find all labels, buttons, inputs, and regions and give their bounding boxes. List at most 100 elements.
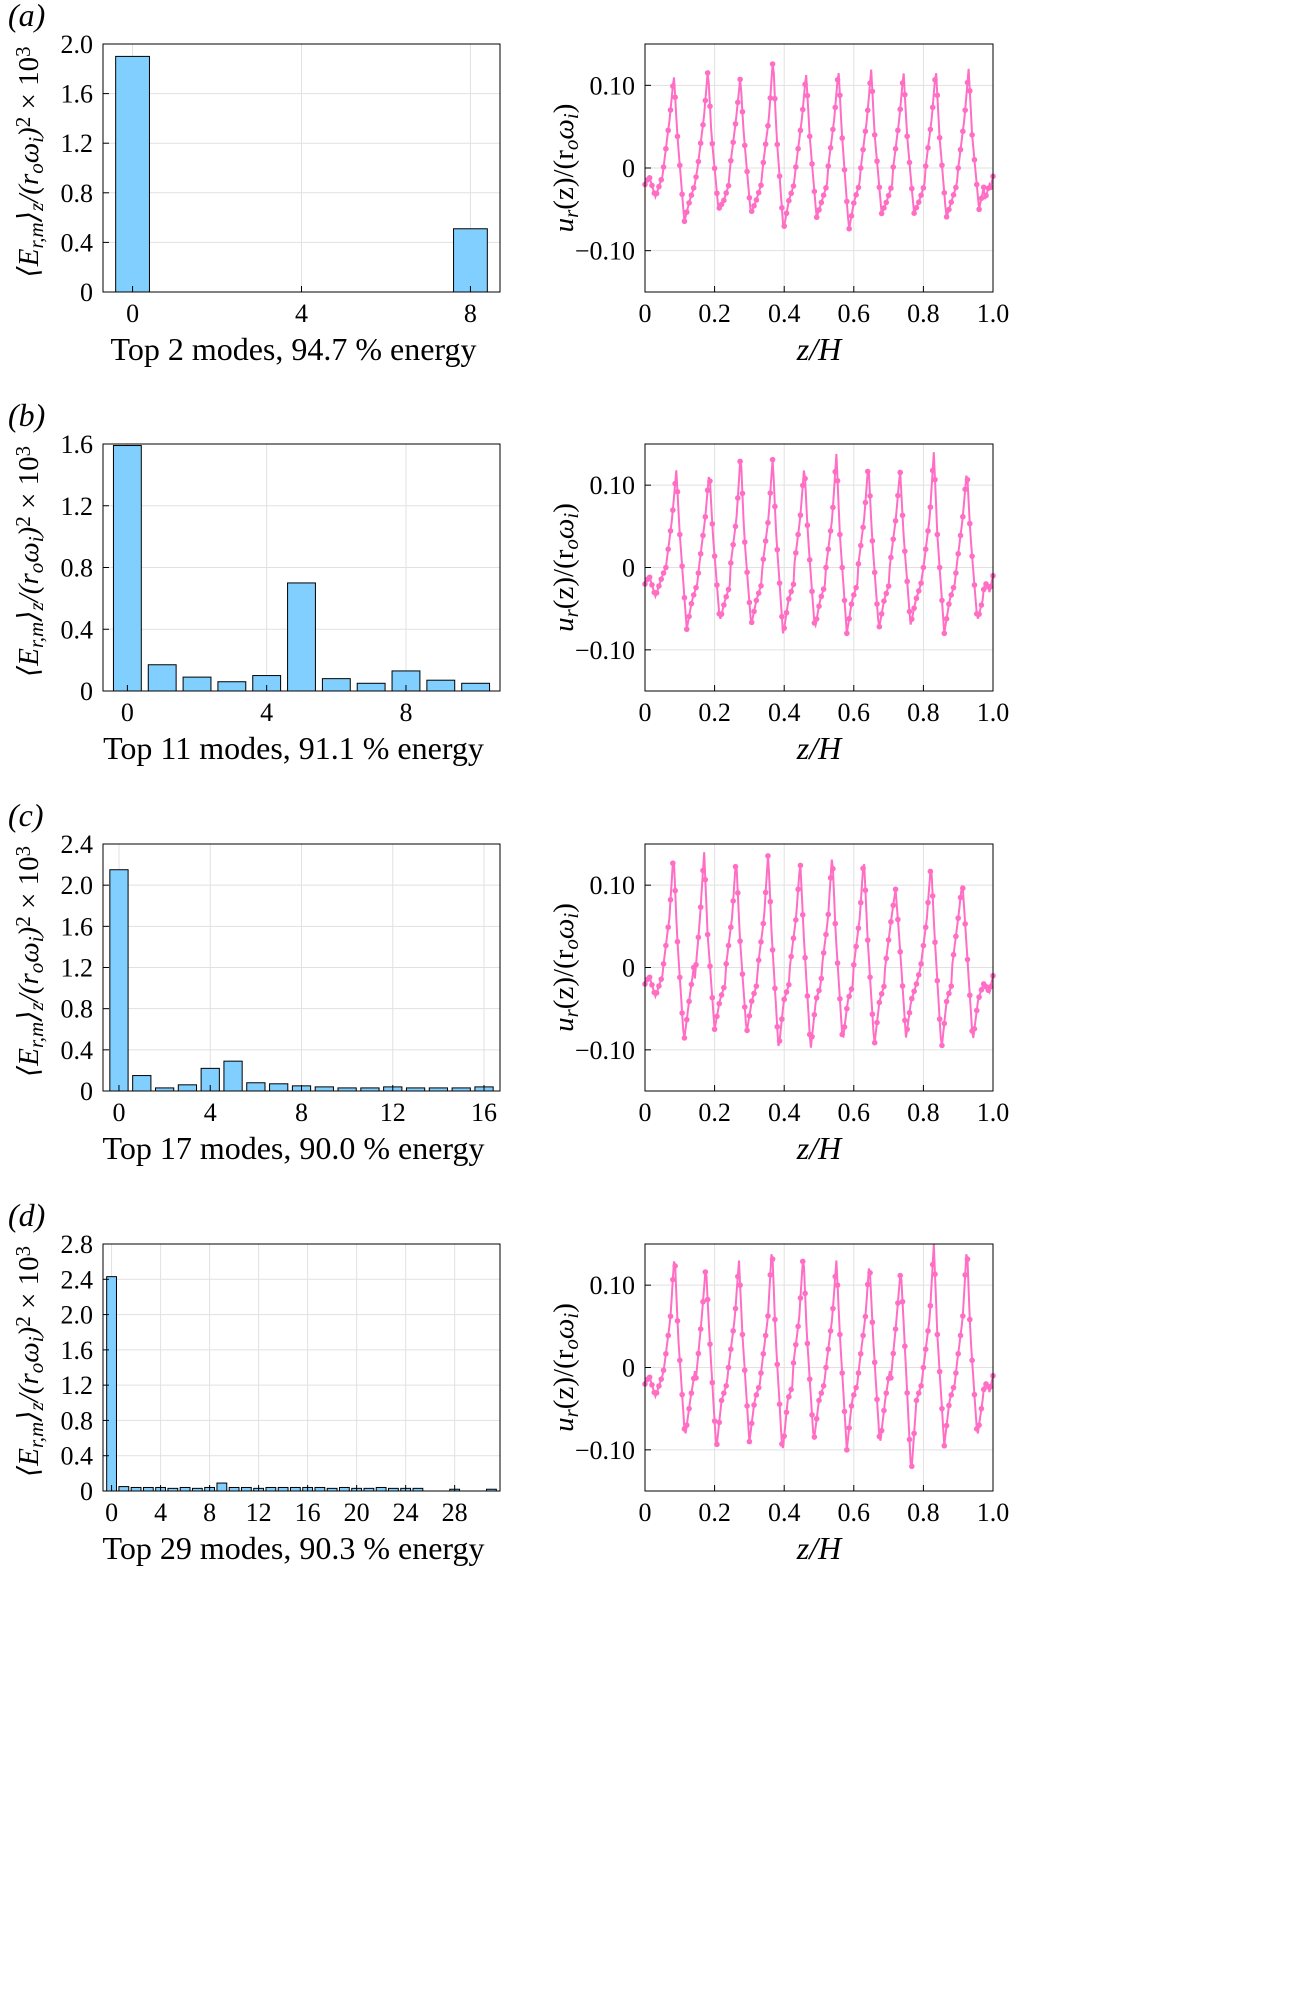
bar-chart <box>102 1243 501 1492</box>
series-line <box>644 452 994 634</box>
x-axis-label: Top 17 modes, 90.0 % energy <box>103 1130 485 1166</box>
x-tick-label: 0 <box>639 1098 652 1127</box>
x-axis-label: Top 11 modes, 91.1 % energy <box>103 730 484 766</box>
x-tick-label: 8 <box>295 1098 308 1127</box>
bar-mode-9 <box>216 1482 228 1492</box>
y-tick-label: 1.6 <box>61 912 94 941</box>
y-tick-label: 2.0 <box>61 871 94 900</box>
series-line <box>644 852 994 1048</box>
y-tick-label: 2.4 <box>61 1265 94 1294</box>
x-tick-label: 0.2 <box>698 1498 731 1527</box>
bar-mode-0 <box>106 1276 117 1492</box>
bar-mode-1 <box>132 1075 152 1092</box>
x-axis-label: Top 29 modes, 90.3 % energy <box>103 1530 485 1566</box>
y-tick-label: 0.4 <box>61 615 94 644</box>
bar-mode-6 <box>246 1082 266 1092</box>
bar-mode-19 <box>338 1486 350 1492</box>
y-tick-label: 0.10 <box>590 1271 636 1300</box>
bar-mode-13 <box>265 1486 277 1492</box>
y-axis-label: ⟨Er,m⟩z/(roωi)2 × 103 <box>11 846 49 1077</box>
bar-mode-11 <box>240 1486 252 1492</box>
x-tick-label: 0.4 <box>768 299 801 328</box>
y-tick-label: 1.6 <box>61 1336 94 1365</box>
panel-label: (a) <box>8 0 45 33</box>
y-tick-label: 0.8 <box>61 995 94 1024</box>
x-tick-label: 28 <box>442 1498 468 1527</box>
y-axis-label: ur(z)/(roωi) <box>548 903 583 1032</box>
bar-mode-5 <box>223 1060 243 1092</box>
data-points <box>642 61 996 232</box>
x-tick-label: 0 <box>126 299 139 328</box>
x-tick-label: 16 <box>471 1098 497 1127</box>
y-tick-label: −0.10 <box>575 636 635 665</box>
data-points <box>642 853 996 1049</box>
x-tick-label: 12 <box>380 1098 406 1127</box>
bar-mode-1 <box>118 1486 130 1492</box>
bar-mode-3 <box>142 1486 154 1492</box>
bar-mode-1 <box>147 664 177 692</box>
x-tick-label: 0 <box>105 1498 118 1527</box>
x-tick-label: 0.2 <box>698 698 731 727</box>
x-axis-label: z/H <box>796 1130 843 1166</box>
y-tick-label: 2.0 <box>61 1301 94 1330</box>
bar-mode-7 <box>269 1083 289 1092</box>
x-tick-label: 4 <box>260 698 273 727</box>
bar-mode-2 <box>182 676 212 692</box>
bar-mode-9 <box>426 679 456 692</box>
y-tick-label: 0.4 <box>61 228 94 257</box>
x-tick-label: 20 <box>344 1498 370 1527</box>
y-axis-label: ur(z)/(roωi) <box>548 104 583 233</box>
x-tick-label: 4 <box>154 1498 167 1527</box>
y-tick-label: 2.8 <box>61 1230 94 1259</box>
x-tick-label: 8 <box>464 299 477 328</box>
x-tick-label: 16 <box>295 1498 321 1527</box>
y-tick-label: 0 <box>80 1477 93 1506</box>
x-tick-label: 0.4 <box>768 1098 801 1127</box>
y-tick-label: 1.2 <box>61 492 94 521</box>
x-tick-label: 4 <box>295 299 308 328</box>
bar-mode-0 <box>109 869 129 1092</box>
y-tick-label: 2.4 <box>61 830 94 859</box>
x-tick-label: 0.4 <box>768 698 801 727</box>
y-tick-label: 0 <box>622 154 635 183</box>
bar-mode-6 <box>321 678 351 692</box>
panel-label: (c) <box>8 797 44 833</box>
bar-mode-14 <box>277 1486 289 1492</box>
y-axis-label: ⟨Er,m⟩z/(roωi)2 × 103 <box>11 446 49 677</box>
bar-mode-10 <box>461 682 491 692</box>
bar-chart <box>102 43 501 293</box>
x-tick-label: 1.0 <box>977 1498 1010 1527</box>
series-line <box>644 1243 994 1467</box>
x-axis-label: z/H <box>796 331 843 367</box>
bar-mode-10 <box>228 1486 240 1492</box>
x-tick-label: 1.0 <box>977 1098 1010 1127</box>
y-tick-label: −0.10 <box>575 237 635 266</box>
y-tick-label: 0.8 <box>61 1406 94 1435</box>
line-chart <box>642 443 996 692</box>
y-tick-label: 0.8 <box>61 179 94 208</box>
y-tick-label: 1.2 <box>61 954 94 983</box>
line-chart <box>642 1243 996 1492</box>
panel-label: (d) <box>8 1197 45 1233</box>
x-tick-label: 8 <box>399 698 412 727</box>
y-axis-label: ⟨Er,m⟩z/(roωi)2 × 103 <box>11 1246 49 1477</box>
x-tick-label: 0.2 <box>698 299 731 328</box>
bar-mode-0 <box>115 55 150 293</box>
x-axis-label: z/H <box>796 1530 843 1566</box>
bar-mode-6 <box>179 1486 191 1492</box>
x-axis-label: z/H <box>796 730 843 766</box>
bar-mode-9 <box>314 1086 334 1092</box>
bar-mode-3 <box>177 1084 198 1092</box>
y-tick-label: 0.10 <box>590 71 636 100</box>
y-tick-label: 0 <box>622 954 635 983</box>
bar-mode-3 <box>217 681 247 692</box>
y-tick-label: 0.4 <box>61 1442 94 1471</box>
bar-mode-2 <box>130 1486 142 1492</box>
y-tick-label: 0.8 <box>61 554 94 583</box>
y-axis-label: ur(z)/(roωi) <box>548 503 583 632</box>
bar-mode-8 <box>453 228 488 293</box>
plot-frame <box>102 1243 501 1492</box>
bar-mode-5 <box>287 582 316 692</box>
x-tick-label: 0 <box>639 299 652 328</box>
